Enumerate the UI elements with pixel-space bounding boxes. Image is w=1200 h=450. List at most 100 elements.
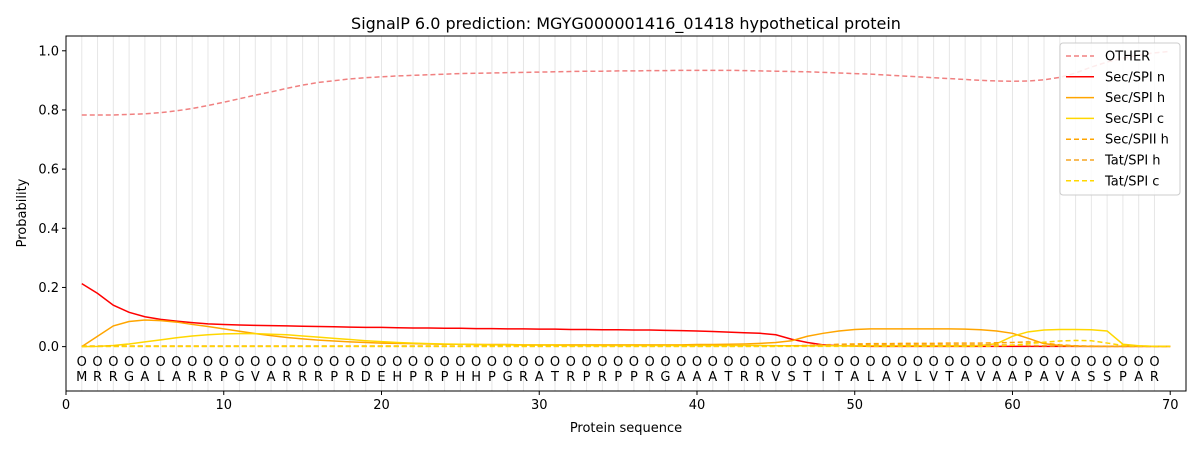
region-label: O xyxy=(503,355,513,370)
y-tick-label: 0.0 xyxy=(38,340,59,355)
residue-label: M xyxy=(76,370,87,385)
residue-label: P xyxy=(330,370,338,385)
residue-label: L xyxy=(867,370,875,385)
residue-label: R xyxy=(424,370,433,385)
region-label: O xyxy=(1102,355,1112,370)
residue-label: V xyxy=(1055,370,1064,385)
region-label: O xyxy=(439,355,449,370)
x-tick-label: 0 xyxy=(62,398,70,413)
region-label: O xyxy=(392,355,402,370)
region-label: O xyxy=(1134,355,1144,370)
region-label: O xyxy=(1055,355,1065,370)
region-label: O xyxy=(660,355,670,370)
legend-label: Tat/SPI c xyxy=(1104,174,1159,189)
residue-label: P xyxy=(220,370,228,385)
y-tick-label: 0.6 xyxy=(38,163,59,178)
region-label: O xyxy=(171,355,181,370)
region-label: O xyxy=(597,355,607,370)
residue-label: T xyxy=(944,370,953,385)
residue-label: I xyxy=(821,370,825,385)
residue-label: T xyxy=(724,370,733,385)
residue-label: A xyxy=(708,370,717,385)
region-label: O xyxy=(976,355,986,370)
region-label: O xyxy=(581,355,591,370)
series-line xyxy=(81,50,1171,116)
region-label: O xyxy=(234,355,244,370)
residue-label: D xyxy=(361,370,371,385)
region-label: O xyxy=(140,355,150,370)
legend-label: Tat/SPI h xyxy=(1104,154,1161,169)
residue-label: H xyxy=(455,370,465,385)
series-line xyxy=(81,339,1171,348)
residue-label: R xyxy=(1150,370,1159,385)
region-label: O xyxy=(850,355,860,370)
region-label: O xyxy=(865,355,875,370)
region-label: O xyxy=(881,355,891,370)
residue-label: T xyxy=(550,370,559,385)
region-label: O xyxy=(471,355,481,370)
region-label: O xyxy=(187,355,197,370)
region-label: O xyxy=(408,355,418,370)
region-label: O xyxy=(692,355,702,370)
residue-label: P xyxy=(1119,370,1127,385)
region-label: O xyxy=(645,355,655,370)
residue-label: R xyxy=(282,370,291,385)
region-label: O xyxy=(487,355,497,370)
y-tick-label: 1.0 xyxy=(38,44,59,59)
residue-label: A xyxy=(1071,370,1080,385)
residue-label: R xyxy=(109,370,118,385)
x-axis-ticks: 0 10 20 30 40 50 60 70 xyxy=(62,391,1178,413)
legend-label: OTHER xyxy=(1105,50,1150,65)
residue-label: V xyxy=(898,370,907,385)
region-label: O xyxy=(913,355,923,370)
residue-label: L xyxy=(157,370,165,385)
residue-label: G xyxy=(503,370,513,385)
residue-label: V xyxy=(976,370,985,385)
residue-label: R xyxy=(188,370,197,385)
region-label: O xyxy=(345,355,355,370)
region-label: O xyxy=(992,355,1002,370)
legend-box xyxy=(1059,42,1181,196)
residue-label: A xyxy=(992,370,1001,385)
residue-label: P xyxy=(583,370,591,385)
region-label: O xyxy=(424,355,434,370)
region-label: O xyxy=(298,355,308,370)
residue-label: A xyxy=(1008,370,1017,385)
region-label: O xyxy=(1039,355,1049,370)
region-label: O xyxy=(834,355,844,370)
region-label: O xyxy=(1070,355,1080,370)
residue-label: A xyxy=(677,370,686,385)
residue-label: R xyxy=(203,370,212,385)
series-lines xyxy=(81,50,1171,348)
region-label: O xyxy=(755,355,765,370)
residue-label: A xyxy=(172,370,181,385)
residue-label: R xyxy=(756,370,765,385)
residue-label: R xyxy=(298,370,307,385)
x-tick-label: 40 xyxy=(689,398,706,413)
x-tick-label: 10 xyxy=(215,398,232,413)
residue-label: G xyxy=(234,370,244,385)
region-label: O xyxy=(629,355,639,370)
region-label: O xyxy=(250,355,260,370)
residue-grid xyxy=(81,36,1155,391)
residue-label: G xyxy=(124,370,134,385)
legend-label: Sec/SPII h xyxy=(1105,133,1169,148)
region-label: O xyxy=(771,355,781,370)
residue-label: A xyxy=(850,370,859,385)
residue-label: P xyxy=(488,370,496,385)
x-tick-label: 30 xyxy=(531,398,548,413)
region-label: O xyxy=(282,355,292,370)
region-label: O xyxy=(739,355,749,370)
x-tick-label: 50 xyxy=(846,398,863,413)
y-tick-label: 0.2 xyxy=(38,281,59,296)
residue-label: H xyxy=(392,370,402,385)
series-line xyxy=(81,282,1171,348)
y-tick-label: 0.8 xyxy=(38,103,59,118)
residue-label: R xyxy=(598,370,607,385)
region-label: O xyxy=(361,355,371,370)
region-label: O xyxy=(723,355,733,370)
legend-label: Sec/SPI n xyxy=(1105,70,1165,85)
residue-label: A xyxy=(1040,370,1049,385)
x-tick-label: 20 xyxy=(373,398,390,413)
